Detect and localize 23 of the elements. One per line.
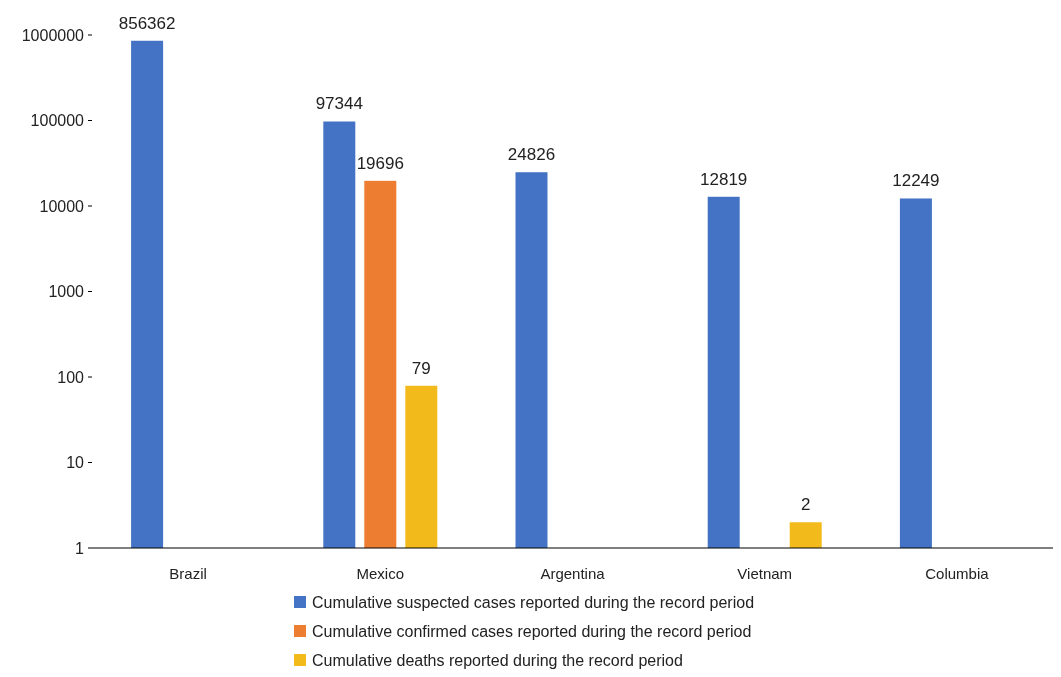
legend-label: Cumulative confirmed cases reported during the record period: [312, 622, 752, 640]
legend-label: Cumulative suspected cases reported during the record period: [312, 593, 755, 611]
y-tick-label: 1000000: [21, 26, 85, 44]
data-label: 24826: [507, 145, 556, 165]
y-tick-label: 100: [57, 368, 85, 386]
data-label: 79: [411, 358, 431, 378]
y-tick-label: 1000: [48, 283, 85, 301]
data-label: 12819: [700, 169, 748, 189]
y-tick-label: 1: [75, 539, 85, 557]
x-tick-label: Argentina: [540, 565, 606, 582]
data-label: 2: [800, 495, 811, 515]
x-tick-label: Mexico: [356, 565, 405, 582]
x-tick-label: Columbia: [925, 565, 990, 582]
legend-label: Cumulative deaths reported during the record period: [312, 651, 683, 669]
data-label: 12249: [892, 171, 940, 191]
data-label: 97344: [315, 94, 363, 114]
x-tick-label: Vietnam: [737, 565, 793, 582]
y-tick-label: 10000: [39, 197, 85, 215]
x-tick-label: Brazil: [169, 565, 207, 582]
data-label: 19696: [356, 153, 404, 173]
y-tick-label: 10: [66, 454, 85, 472]
y-tick-label: 100000: [30, 112, 85, 130]
data-label: 856362: [118, 13, 176, 33]
